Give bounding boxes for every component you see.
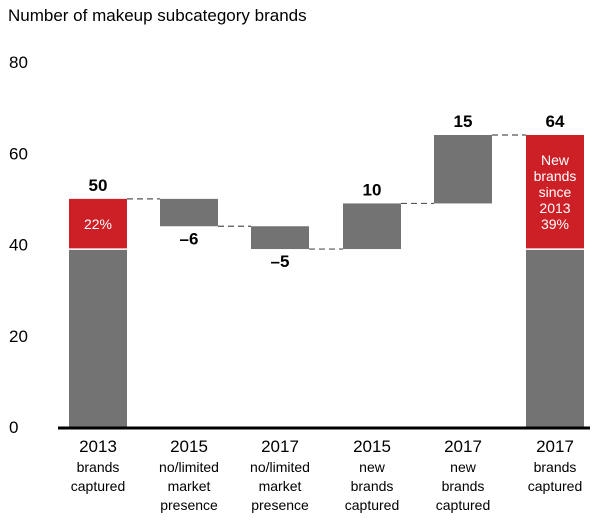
bar-segment-delta [343,203,401,250]
bar-inner-label: since [539,184,572,200]
category-label-year: 2015 [170,437,208,456]
category-label-line: captured [528,478,582,494]
category-label-line: no/limited [250,459,310,475]
bar-value-label: 10 [363,180,382,199]
bar-segment-base [69,249,127,427]
category-label-line: presence [160,497,218,513]
bar-value-label: –6 [180,229,199,248]
category-label-line: captured [71,478,125,494]
bar-inner-label: 39% [541,216,569,232]
y-tick-label: 40 [9,236,28,255]
bar-inner-label: 22% [84,216,112,232]
category-label-line: brands [534,459,577,475]
bar-value-label: 15 [454,112,473,131]
category-label-line: new [450,459,477,475]
category-label-line: market [259,478,302,494]
category-label-line: market [168,478,211,494]
category-label-line: captured [345,497,399,513]
bar-value-label: –5 [271,252,290,271]
y-tick-label: 60 [9,144,28,163]
category-label-year: 2015 [353,437,391,456]
category-label-year: 2013 [79,437,117,456]
bar-segment-delta [434,135,492,204]
bar-segment-delta [160,198,218,227]
y-tick-label: 20 [9,327,28,346]
bar-inner-label: 2013 [539,200,570,216]
bar-inner-label: New [541,152,570,168]
bar-value-label: 50 [89,176,108,195]
category-label-line: no/limited [159,459,219,475]
bar-value-label: 64 [546,112,565,131]
y-tick-label: 80 [9,53,28,72]
y-tick-label: 0 [9,418,18,437]
category-label-line: new [359,459,386,475]
chart-title: Number of makeup subcategory brands [8,6,307,25]
category-label-line: brands [351,478,394,494]
bar-segment-base [526,249,584,427]
bar-segment-delta [251,226,309,250]
category-label-line: brands [77,459,120,475]
category-label-line: brands [442,478,485,494]
category-label-year: 2017 [444,437,482,456]
category-label-line: captured [436,497,490,513]
bar-segment-highlight [69,198,127,250]
bar-segment-highlight [526,135,584,250]
category-label-line: presence [251,497,309,513]
bar-inner-label: brands [534,168,577,184]
category-label-year: 2017 [536,437,574,456]
category-label-year: 2017 [261,437,299,456]
